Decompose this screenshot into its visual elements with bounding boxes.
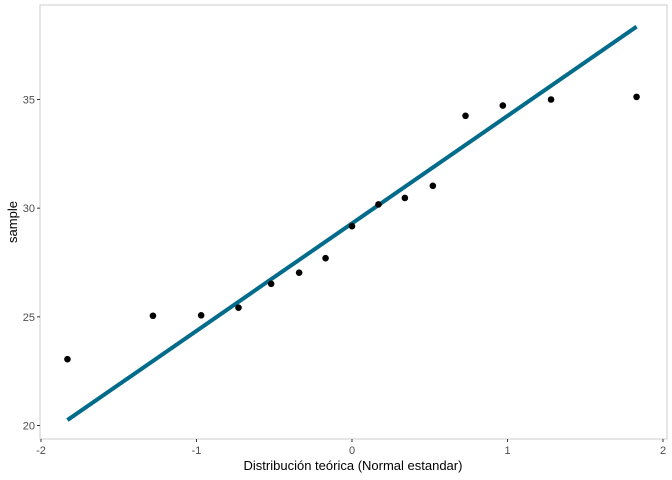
data-point <box>547 96 555 103</box>
data-point <box>295 269 303 277</box>
x-tick-label: 2 <box>660 445 666 457</box>
x-tick-label: 1 <box>504 445 510 457</box>
x-tick-label: -1 <box>192 445 202 457</box>
x-tick-label: 0 <box>349 445 355 457</box>
data-point <box>64 355 71 363</box>
y-axis-title: sample <box>5 201 20 243</box>
data-point <box>633 93 640 101</box>
data-point <box>401 194 409 202</box>
y-tick-label: 35 <box>23 95 35 107</box>
axis-ticks: -2 -1 0 1 2 20 25 30 35 <box>23 95 666 458</box>
y-tick-label: 25 <box>23 312 35 324</box>
data-point <box>235 304 242 312</box>
x-tick-label: -2 <box>36 445 46 457</box>
data-points <box>64 93 640 363</box>
x-axis-title: Distribución teórica (Normal estandar) <box>244 458 463 473</box>
y-tick-label: 30 <box>23 203 35 215</box>
data-point <box>499 102 507 109</box>
data-point <box>197 312 205 319</box>
y-tick-label: 20 <box>23 421 35 433</box>
data-point <box>267 280 275 288</box>
data-point <box>462 112 469 120</box>
data-point <box>429 182 437 190</box>
data-point <box>348 222 356 230</box>
data-point <box>322 254 329 262</box>
data-point <box>375 201 382 208</box>
data-point <box>149 312 157 320</box>
